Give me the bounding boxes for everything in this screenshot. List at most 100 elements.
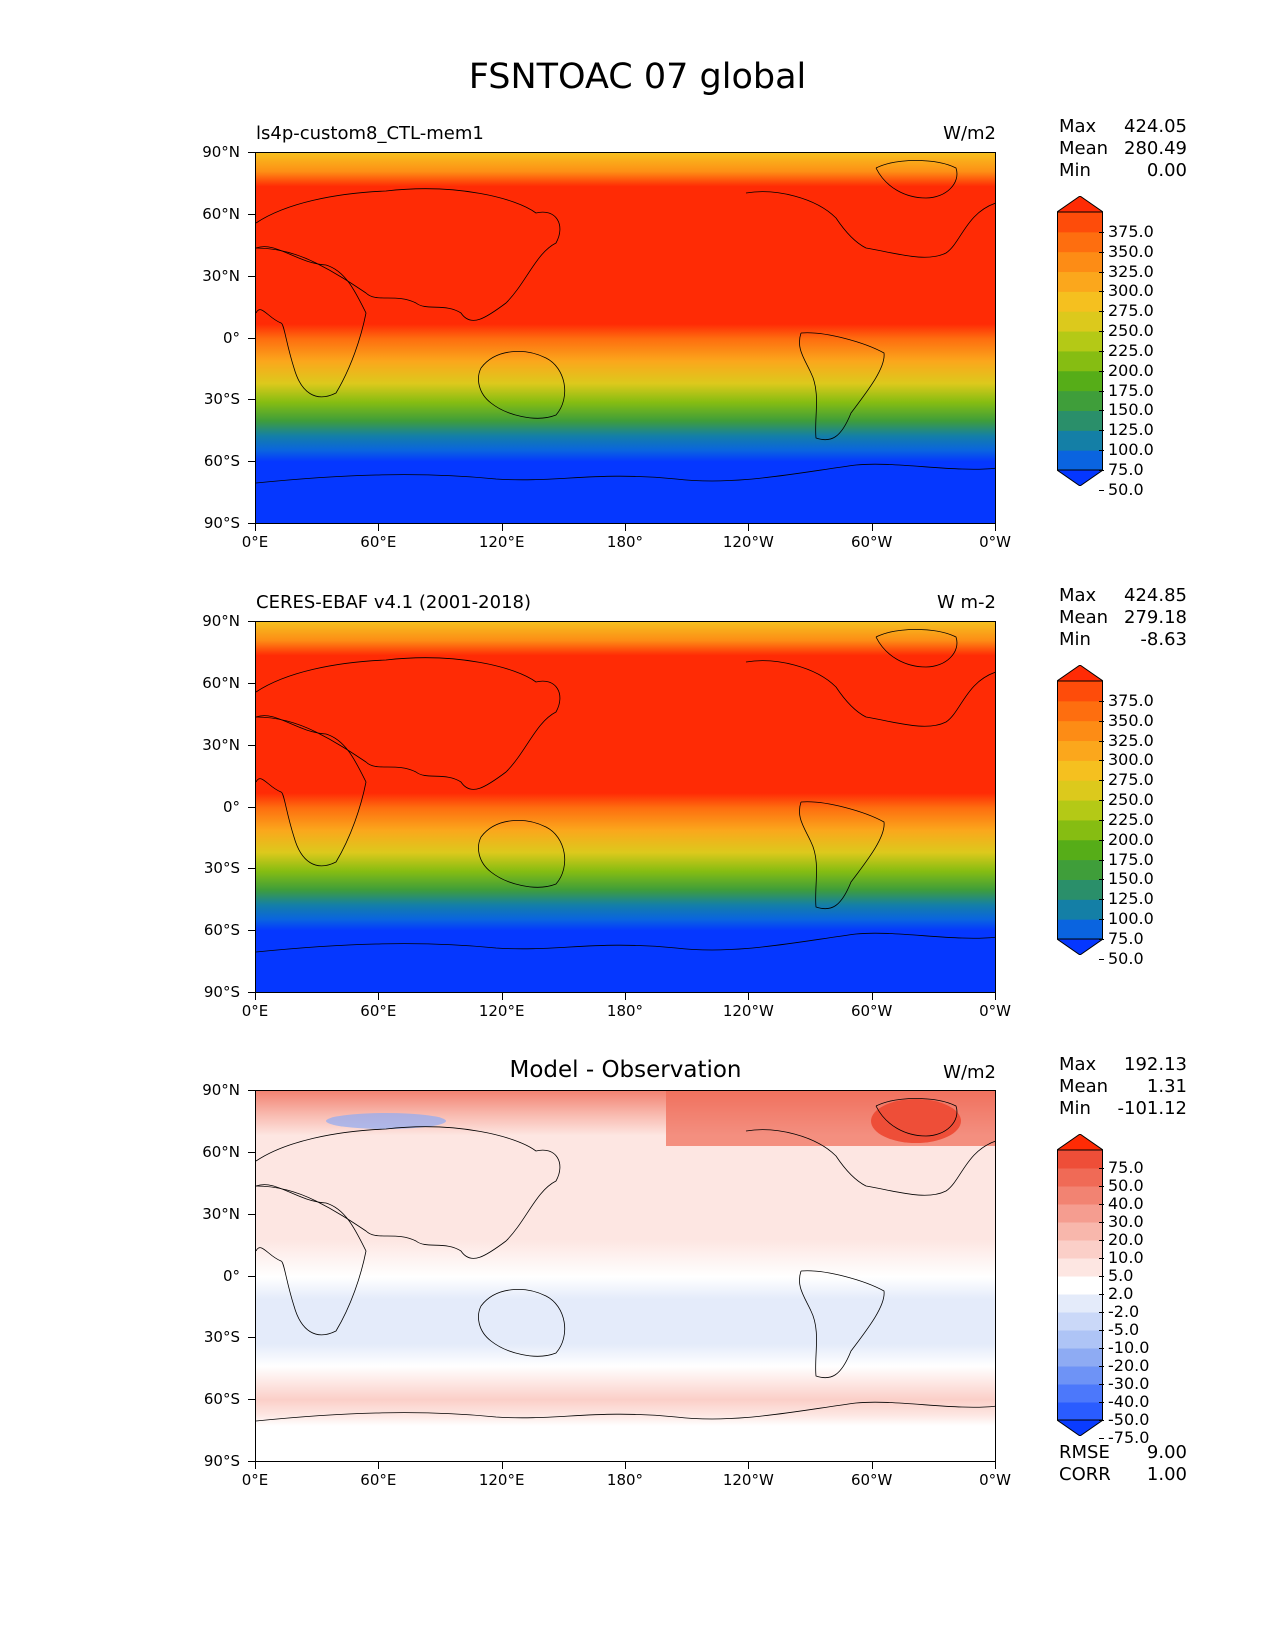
panel3-negative-anomaly <box>326 1113 446 1129</box>
panel3-title: Model - Observation <box>509 1057 742 1083</box>
panel2-lat-tick <box>248 806 255 808</box>
colorbar-tick <box>1099 410 1104 412</box>
colorbar-label: 275.0 <box>1108 301 1154 321</box>
stat-name: Min <box>1059 160 1091 181</box>
panel3-lon-tick <box>871 1462 873 1469</box>
stat-name: Mean <box>1059 138 1109 159</box>
stat-value: 1.00 <box>1146 1464 1187 1485</box>
panel2-map <box>255 621 996 993</box>
colorbar-label: 250.0 <box>1108 790 1154 810</box>
panel2-lon-label: 0°W <box>979 1002 1011 1020</box>
colorbar-label: 125.0 <box>1108 889 1154 909</box>
colorbar-label: 250.0 <box>1108 321 1154 341</box>
stat-value: 280.49 <box>1124 138 1187 159</box>
colorbar-frame <box>1057 1149 1103 1421</box>
panel2-lon-tick <box>748 993 750 1000</box>
colorbar-extend-min <box>1057 938 1103 955</box>
colorbar-label: -75.0 <box>1108 1428 1150 1447</box>
stat-value: 1.31 <box>1146 1076 1187 1097</box>
panel2-stat-mean: Mean 279.18 <box>1059 607 1187 629</box>
colorbar-tick <box>1099 839 1104 841</box>
colorbar-segment <box>1057 410 1103 431</box>
colorbar-segment <box>1057 450 1103 471</box>
panel2-lon-label: 180° <box>606 1002 644 1020</box>
panel1-lon-tick <box>995 524 996 531</box>
panel3-lon-label: 180° <box>606 1471 644 1489</box>
colorbar-segment <box>1057 251 1103 273</box>
colorbar-tick <box>1099 331 1104 333</box>
colorbar-tick <box>1099 231 1104 233</box>
panel1-lat-label: 90°N <box>202 143 240 161</box>
colorbar-segment <box>1057 1366 1103 1385</box>
colorbar-segment <box>1057 1330 1103 1349</box>
panel3-lon-label: 60°E <box>360 1471 397 1489</box>
colorbar-label: 150.0 <box>1108 869 1154 889</box>
colorbar-label: 175.0 <box>1108 849 1154 869</box>
colorbar-tick <box>1099 430 1104 432</box>
stat-value: 279.18 <box>1124 607 1187 628</box>
colorbar-segment <box>1057 1168 1103 1187</box>
colorbar-label: 30.0 <box>1108 1212 1144 1231</box>
colorbar-segment <box>1057 1222 1103 1241</box>
colorbar-tick <box>1099 958 1104 960</box>
colorbar-segment <box>1057 390 1103 411</box>
colorbar-extend-max <box>1057 1134 1103 1151</box>
panel2-lon-label: 120°W <box>722 1002 774 1020</box>
panel1-lon-label: 0°E <box>241 533 269 551</box>
panel2-lat-tick <box>248 744 255 746</box>
colorbar-segment <box>1057 370 1103 392</box>
colorbar-label: -2.0 <box>1108 1302 1140 1321</box>
panel1-lon-tick <box>871 524 873 531</box>
panel2-lat-tick <box>248 930 255 932</box>
colorbar-label: -10.0 <box>1108 1338 1150 1357</box>
panel3-lon-tick <box>625 1462 626 1469</box>
panel1-units: W/m2 <box>943 123 996 144</box>
colorbar-tick <box>1099 700 1104 702</box>
colorbar-segment <box>1057 1402 1103 1421</box>
stat-name: Min <box>1059 1098 1091 1119</box>
colorbar-label: 225.0 <box>1108 809 1154 829</box>
colorbar-segment <box>1057 879 1103 900</box>
panel2-lat-label: 60°S <box>203 921 240 940</box>
colorbar-label: 225.0 <box>1108 340 1154 360</box>
panel1-coastlines <box>256 160 995 484</box>
panel1-lon-tick <box>625 524 626 531</box>
colorbar-tick <box>1099 311 1104 313</box>
colorbar-label: 50.0 <box>1108 479 1144 499</box>
colorbar-label: 40.0 <box>1108 1194 1144 1213</box>
stat-name: RMSE <box>1059 1442 1110 1463</box>
colorbar-label: 125.0 <box>1108 420 1154 440</box>
panel2-lon-tick <box>378 993 380 1000</box>
panel3-stat-mean: Mean 1.31 <box>1059 1076 1187 1098</box>
colorbar-segment <box>1057 780 1103 801</box>
panel1-lat-label: 60°N <box>202 204 240 223</box>
panel1-lon-label: 60°W <box>850 533 893 551</box>
colorbar-frame <box>1057 211 1103 471</box>
colorbar-label: 375.0 <box>1108 690 1154 710</box>
colorbar-tick <box>1099 1168 1104 1169</box>
panel1-lat-tick <box>248 337 255 339</box>
panel1-lon-tick <box>748 524 750 531</box>
panel2-lon-label: 60°W <box>850 1002 893 1020</box>
colorbar-tick <box>1099 370 1104 372</box>
stat-name: Mean <box>1059 1076 1109 1097</box>
colorbar-segment <box>1057 720 1103 742</box>
panel2-lat-label: 60°N <box>202 673 240 692</box>
colorbar-tick <box>1099 1420 1104 1421</box>
panel3-lon-label: 0°W <box>979 1471 1011 1489</box>
panel1-lat-label: 90°S <box>203 514 240 532</box>
panel1-lon-label: 120°E <box>478 533 525 551</box>
panel2-lon-tick <box>501 993 503 1000</box>
stat-value: 192.13 <box>1124 1054 1187 1075</box>
panel3-map <box>255 1090 996 1462</box>
panel3-lon-tick <box>255 1462 256 1469</box>
colorbar-label: -40.0 <box>1108 1392 1150 1411</box>
panel1-title: ls4p-custom8_CTL-mem1 <box>256 123 484 144</box>
panel3-lat-label: 30°S <box>203 1328 240 1347</box>
colorbar-tick <box>1099 760 1104 762</box>
colorbar-label: 100.0 <box>1108 440 1154 460</box>
colorbar-label: 20.0 <box>1108 1230 1144 1249</box>
colorbar-label: 50.0 <box>1108 1176 1144 1195</box>
colorbar-tick <box>1099 390 1104 392</box>
panel3-lat-tick <box>248 1461 255 1462</box>
